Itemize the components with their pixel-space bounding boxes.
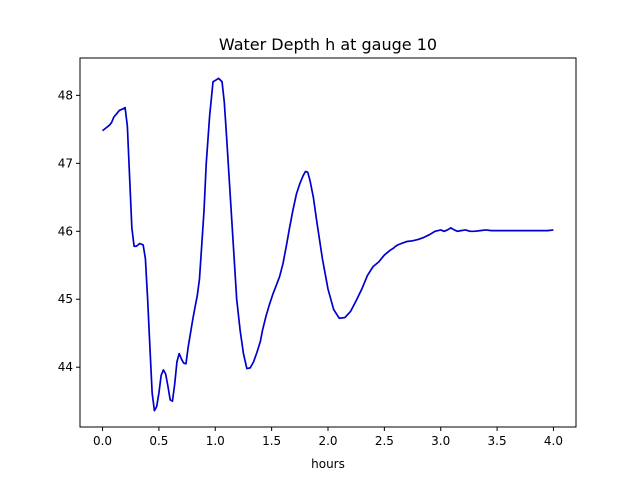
x-tick-label: 3.0 (431, 434, 450, 448)
y-axis: 44 45 46 47 48 (58, 88, 80, 374)
x-tick-label: 1.5 (262, 434, 281, 448)
x-axis-label: hours (311, 457, 345, 471)
x-tick-label: 0.5 (149, 434, 168, 448)
x-tick-label: 2.5 (375, 434, 394, 448)
x-tick-label: 3.5 (488, 434, 507, 448)
plot-frame (79, 57, 577, 428)
y-tick-label: 45 (58, 292, 73, 306)
chart-title: Water Depth h at gauge 10 (219, 35, 437, 54)
series-line-water-depth (102, 77, 554, 412)
y-tick-label: 48 (58, 88, 73, 102)
y-tick-label: 47 (58, 156, 73, 170)
y-tick-label: 44 (58, 360, 73, 374)
y-tick-label: 46 (58, 224, 73, 238)
x-tick-label: 4.0 (544, 434, 563, 448)
x-tick-label: 0.0 (93, 434, 112, 448)
x-tick-label: 1.0 (206, 434, 225, 448)
x-axis: 0.0 0.5 1.0 1.5 2.0 2.5 3.0 3.5 4.0 (93, 427, 563, 448)
x-tick-label: 2.0 (318, 434, 337, 448)
